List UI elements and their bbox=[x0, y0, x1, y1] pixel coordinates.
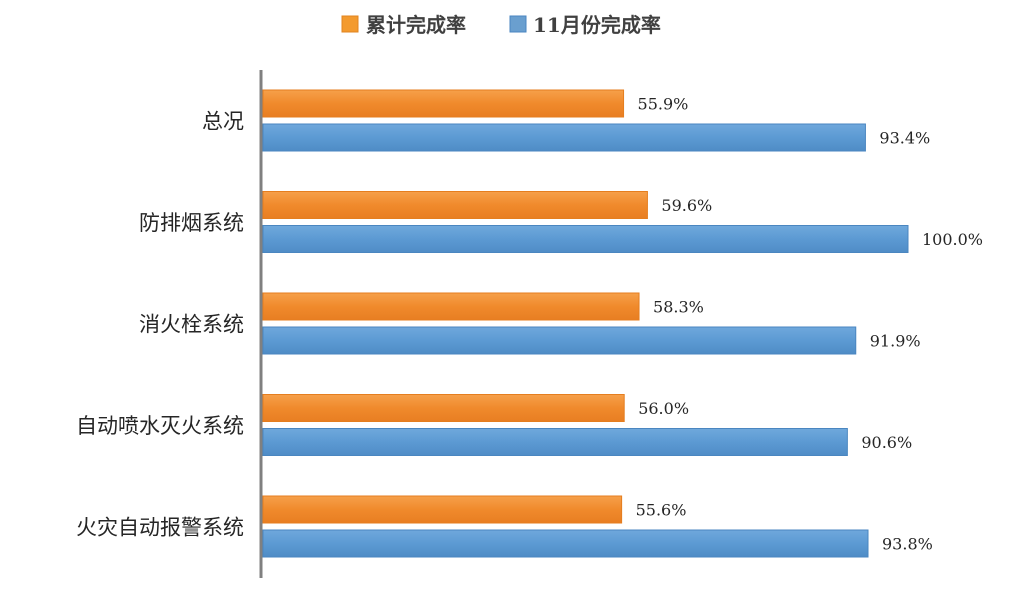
bar-cumulative-5 bbox=[262, 495, 623, 524]
bar-november-3 bbox=[262, 326, 857, 355]
bars-group bbox=[262, 89, 909, 558]
category-label-5: 火灾自动报警系统 bbox=[76, 516, 244, 540]
data-label-cumulative-1: 55.9% bbox=[638, 95, 689, 114]
data-label-november-1: 93.4% bbox=[879, 129, 930, 148]
category-label-1: 总况 bbox=[202, 110, 244, 134]
bar-november-4 bbox=[262, 428, 848, 456]
data-label-cumulative-2: 59.6% bbox=[661, 196, 712, 215]
data-label-november-4: 90.6% bbox=[861, 433, 912, 452]
category-label-3: 消火栓系统 bbox=[139, 313, 244, 337]
legend-swatch-2 bbox=[509, 15, 527, 33]
bar-cumulative-4 bbox=[262, 394, 625, 422]
bar-november-2 bbox=[262, 225, 909, 253]
legend-label-1: 累计完成率 bbox=[366, 13, 466, 37]
legend-label-2: 11月份完成率 bbox=[533, 13, 661, 37]
category-label-2: 防排烟系统 bbox=[139, 211, 244, 235]
data-label-cumulative-4: 56.0% bbox=[638, 399, 689, 418]
bar-cumulative-1 bbox=[262, 89, 625, 118]
legend-swatch-1 bbox=[341, 15, 359, 33]
bar-cumulative-2 bbox=[262, 191, 648, 219]
data-label-cumulative-3: 58.3% bbox=[653, 298, 704, 317]
category-label-4: 自动喷水灭火系统 bbox=[76, 414, 244, 438]
data-label-november-3: 91.9% bbox=[870, 332, 921, 351]
bar-november-1 bbox=[262, 123, 866, 152]
data-label-november-5: 93.8% bbox=[882, 535, 933, 554]
bar-november-5 bbox=[262, 529, 869, 558]
legend: 累计完成率 11月份完成率 bbox=[341, 13, 661, 37]
data-label-cumulative-5: 55.6% bbox=[636, 501, 687, 520]
value-labels-group: 55.9% 93.4% 59.6% 100.0% 58.3% 91.9% 56.0% 90.6… bbox=[636, 95, 983, 554]
bar-cumulative-3 bbox=[262, 292, 640, 321]
data-label-november-2: 100.0% bbox=[922, 230, 983, 249]
